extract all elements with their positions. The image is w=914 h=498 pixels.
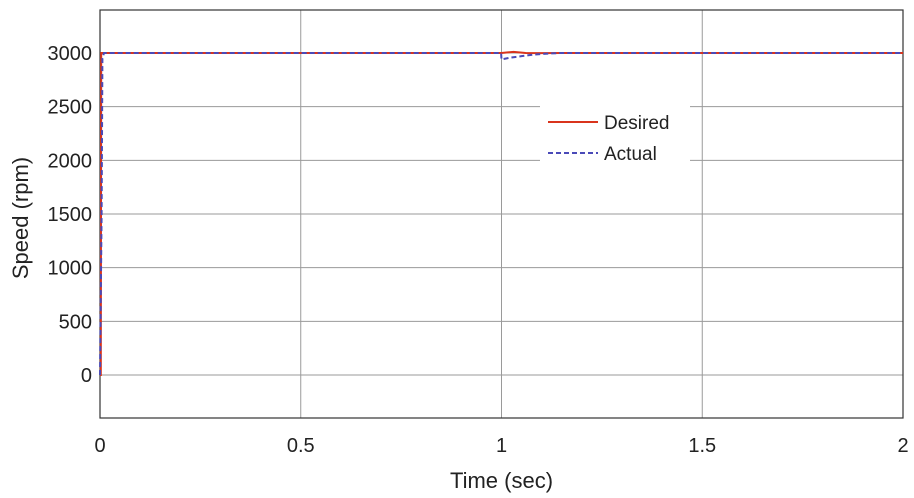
x-tick-label: 1 xyxy=(496,435,507,457)
y-tick-label: 0 xyxy=(81,365,92,387)
plot-area xyxy=(99,9,904,419)
legend-label-actual: Actual xyxy=(604,144,657,165)
tick-labels: 0 0.5 1 1.5 2 0 500 1000 1500 2000 2500 3000 xyxy=(48,43,909,457)
legend: Desired Actual xyxy=(540,105,690,171)
x-axis-label: Time (sec) xyxy=(450,468,553,493)
x-tick-label: 0 xyxy=(94,435,105,457)
y-axis-label: Speed (rpm) xyxy=(8,157,33,279)
y-tick-label: 1000 xyxy=(48,258,93,280)
y-tick-label: 2000 xyxy=(48,150,93,172)
series-lines xyxy=(99,50,903,377)
y-tick-label: 1500 xyxy=(48,204,93,226)
series-line-actual xyxy=(99,51,903,376)
grid-lines xyxy=(99,10,904,418)
y-tick-label: 500 xyxy=(59,311,92,333)
x-tick-label: 0.5 xyxy=(287,435,315,457)
x-tick-label: 2 xyxy=(897,435,908,457)
y-tick-label: 2500 xyxy=(48,97,93,119)
legend-label-desired: Desired xyxy=(604,113,669,134)
legend-box xyxy=(540,105,690,171)
x-tick-label: 1.5 xyxy=(688,435,716,457)
y-tick-label: 3000 xyxy=(48,43,93,65)
